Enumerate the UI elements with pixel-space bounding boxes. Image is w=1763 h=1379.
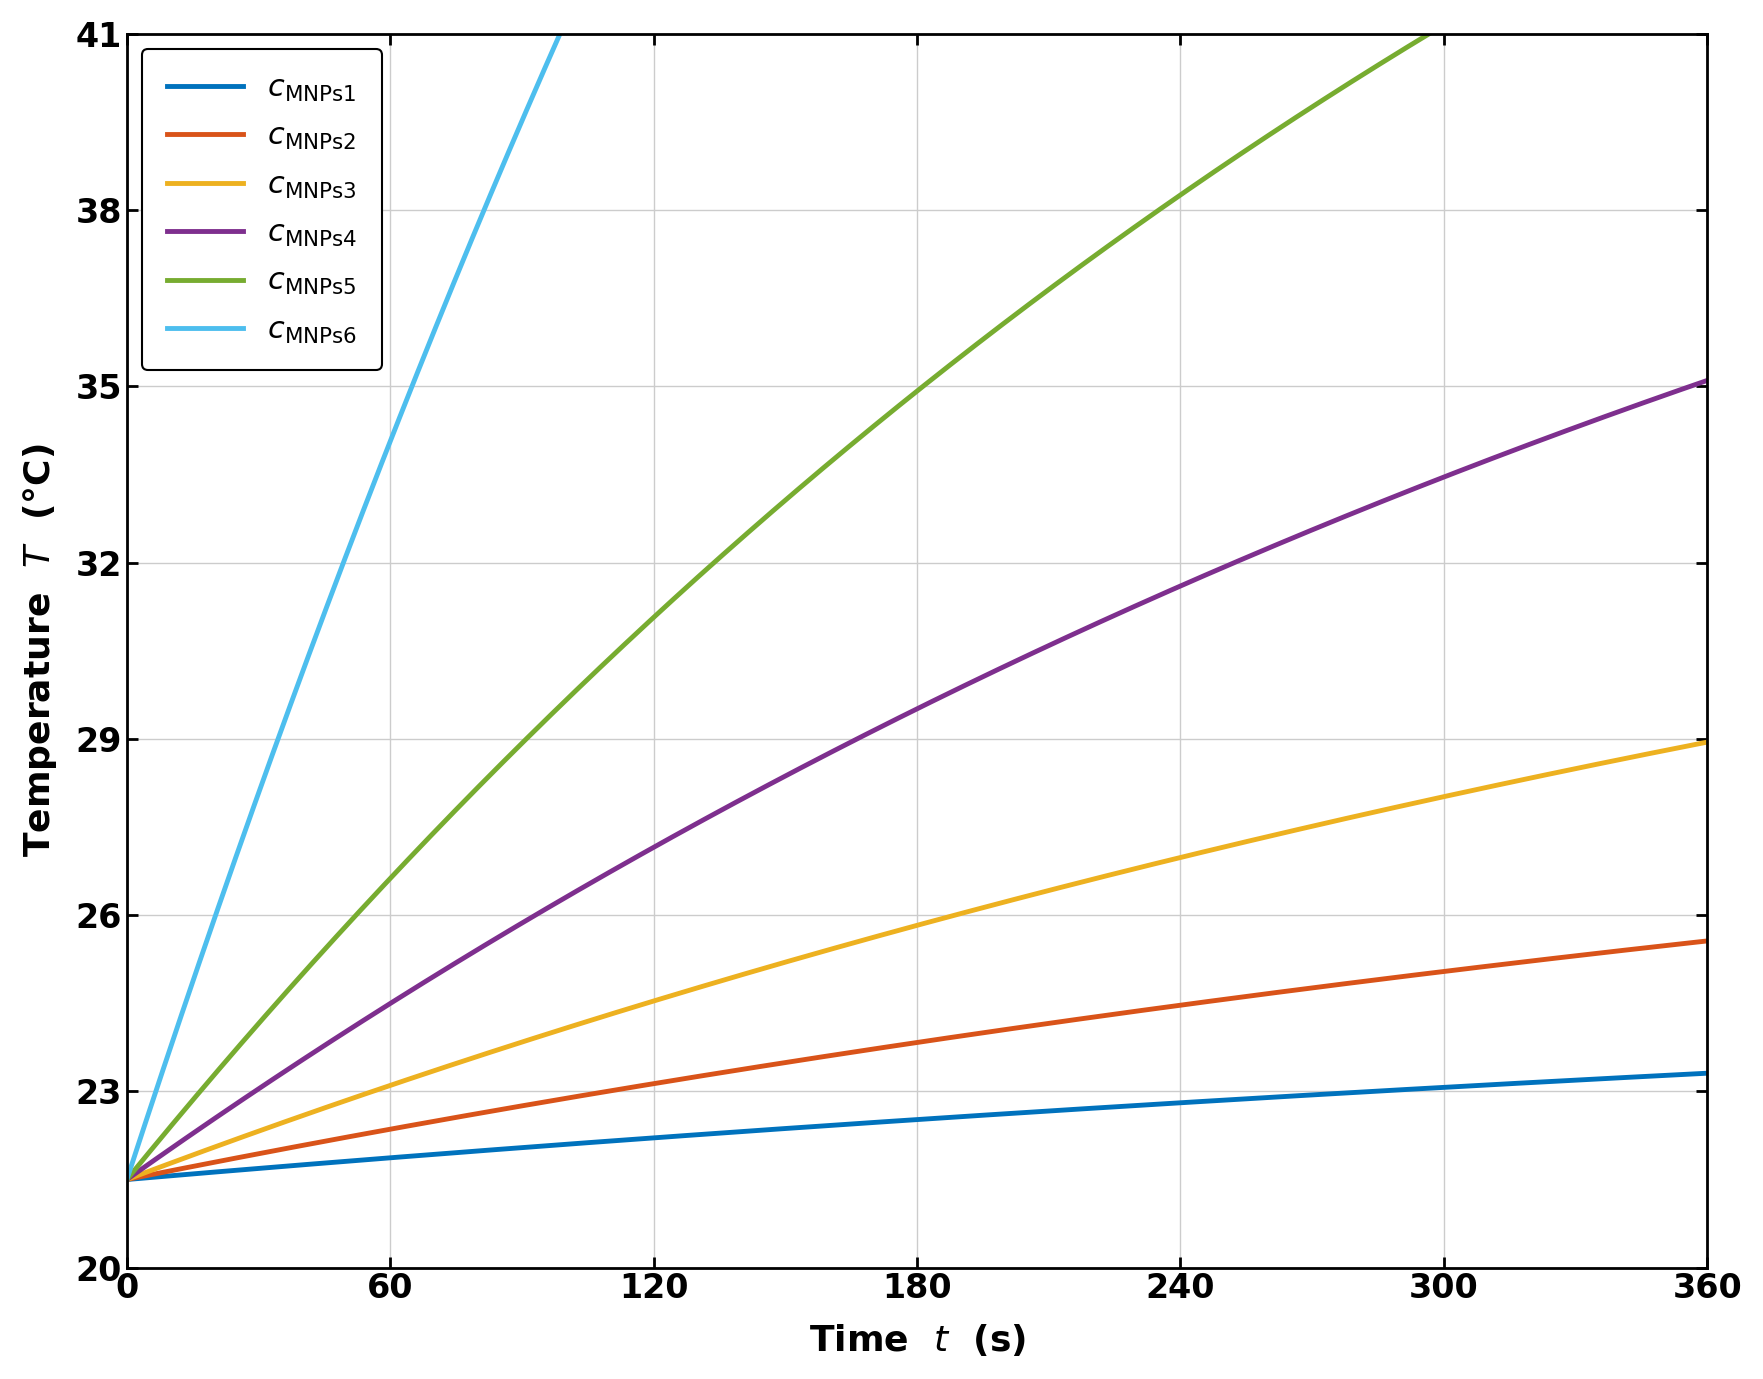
Y-axis label: Temperature  $\mathit{T}$  (°C): Temperature $\mathit{T}$ (°C) xyxy=(21,444,58,858)
Legend: $\mathit{c}$$_\mathregular{MNPs1}$, $\mathit{c}$$_\mathregular{MNPs2}$, $\mathit: $\mathit{c}$$_\mathregular{MNPs1}$, $\ma… xyxy=(143,50,383,371)
X-axis label: Time  $\mathit{t}$  (s): Time $\mathit{t}$ (s) xyxy=(809,1322,1026,1358)
